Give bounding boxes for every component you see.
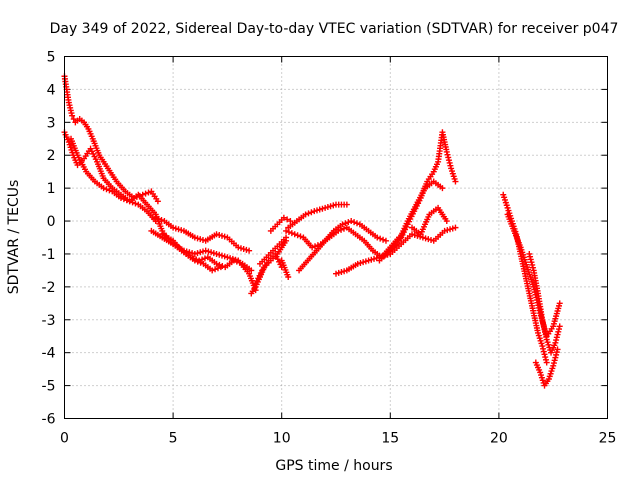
x-tick-label: 0: [60, 431, 69, 447]
chart-title: Day 349 of 2022, Sidereal Day-to-day VTE…: [50, 21, 619, 37]
data-point-markers: [526, 250, 563, 356]
y-tick-label: -1: [42, 247, 56, 263]
data-series: [61, 73, 563, 389]
tick-labels: 0 5 10 15 20 25 -6 -5 -4 -3 -2 -1 0 1 2 3 4 5: [42, 50, 617, 447]
plot-frame: [64, 56, 608, 419]
x-tick-label: 10: [273, 431, 291, 447]
data-point-markers: [296, 218, 389, 274]
y-tick-label: -5: [42, 379, 56, 395]
y-tick-label: -6: [42, 412, 56, 428]
series-track-u: [532, 346, 561, 389]
series-track-o: [333, 224, 459, 277]
y-tick-label: 1: [47, 181, 56, 197]
series-track-v: [526, 250, 563, 356]
data-point-markers: [159, 231, 255, 274]
y-tick-label: 0: [47, 214, 56, 230]
x-tick-label: 5: [169, 431, 178, 447]
data-point-markers: [532, 346, 561, 389]
series-track-f: [159, 231, 255, 274]
y-tick-label: -2: [42, 280, 56, 296]
x-tick-label: 25: [599, 431, 617, 447]
data-point-markers: [152, 214, 253, 254]
series-track-q: [398, 129, 459, 241]
series-track-j: [278, 257, 292, 280]
data-point-markers: [333, 224, 459, 277]
series-track-l: [285, 201, 350, 231]
series-track-r: [409, 204, 450, 238]
series-track-i: [256, 234, 290, 267]
data-point-markers: [278, 257, 292, 280]
y-tick-label: 5: [47, 50, 56, 66]
x-tick-label: 15: [381, 431, 399, 447]
series-track-k: [267, 214, 294, 234]
data-point-markers: [256, 234, 290, 267]
series-track-n: [296, 218, 389, 274]
series-track-e: [152, 214, 253, 254]
y-tick-label: 2: [47, 148, 56, 164]
data-point-markers: [267, 214, 294, 234]
x-tick-label: 20: [490, 431, 508, 447]
y-tick-label: 3: [47, 115, 56, 131]
data-point-markers: [409, 204, 450, 238]
data-point-markers: [398, 129, 459, 241]
y-tick-label: -3: [42, 313, 56, 329]
series-track-h: [252, 250, 285, 287]
data-point-markers: [285, 201, 350, 231]
y-tick-label: -4: [42, 346, 56, 362]
data-point-markers: [252, 250, 285, 287]
y-axis-label: SDTVAR / TECUs: [6, 180, 22, 295]
x-axis-label: GPS time / hours: [275, 458, 392, 474]
y-tick-label: 4: [47, 82, 56, 98]
grid-lines: [64, 56, 608, 419]
